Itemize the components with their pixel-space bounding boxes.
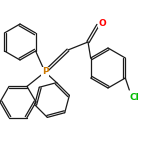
Text: P: P (42, 68, 48, 76)
Text: Cl: Cl (129, 93, 139, 102)
Text: O: O (98, 18, 106, 27)
